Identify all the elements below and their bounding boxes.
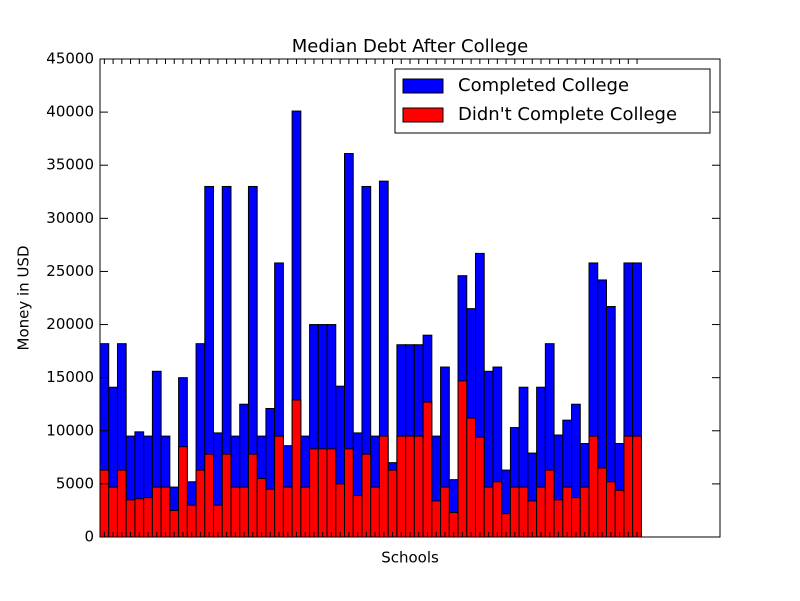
bar bbox=[387, 469, 398, 538]
bar bbox=[553, 499, 564, 538]
bar bbox=[378, 435, 389, 538]
bar bbox=[562, 486, 573, 538]
bar bbox=[483, 486, 494, 538]
bar bbox=[143, 497, 153, 538]
legend-label: Didn't Complete College bbox=[458, 104, 677, 125]
bar bbox=[518, 486, 529, 538]
bar bbox=[230, 486, 241, 538]
plot-frame bbox=[99, 58, 721, 538]
bar bbox=[405, 435, 415, 538]
bar bbox=[265, 488, 276, 538]
bar bbox=[344, 448, 354, 538]
bar bbox=[536, 486, 546, 538]
y-tick-label: 10000 bbox=[46, 421, 94, 439]
bar bbox=[413, 435, 424, 538]
bar bbox=[431, 500, 442, 538]
y-tick-label: 40000 bbox=[46, 103, 94, 121]
bar bbox=[326, 448, 337, 538]
bar bbox=[605, 481, 616, 538]
bar bbox=[239, 486, 249, 538]
bar bbox=[274, 435, 284, 538]
bar bbox=[195, 469, 206, 538]
bar bbox=[151, 486, 162, 538]
bar bbox=[221, 453, 232, 538]
bar bbox=[134, 498, 145, 538]
bar bbox=[256, 478, 267, 538]
bar bbox=[309, 448, 319, 538]
y-axis-label: Money in USD bbox=[15, 246, 33, 351]
y-tick-label: 0 bbox=[84, 528, 94, 546]
bar bbox=[422, 401, 433, 538]
bar bbox=[370, 486, 380, 538]
y-tick-label: 5000 bbox=[56, 474, 94, 492]
bar bbox=[116, 469, 127, 538]
bar bbox=[204, 453, 215, 538]
bar bbox=[440, 486, 450, 538]
bar bbox=[632, 435, 642, 538]
bar bbox=[99, 469, 110, 538]
y-tick-label: 20000 bbox=[46, 315, 94, 333]
bar bbox=[579, 486, 590, 538]
bar bbox=[178, 446, 188, 538]
bar bbox=[291, 399, 302, 538]
y-tick-label: 25000 bbox=[46, 262, 94, 280]
y-tick-label: 15000 bbox=[46, 368, 94, 386]
y-tick-label: 30000 bbox=[46, 209, 94, 227]
legend-label: Completed College bbox=[458, 75, 629, 96]
bar bbox=[282, 486, 293, 538]
bar bbox=[352, 495, 363, 538]
bar bbox=[300, 486, 311, 538]
legend-swatch bbox=[402, 78, 444, 94]
bar bbox=[614, 489, 625, 538]
chart-title: Median Debt After College bbox=[292, 36, 528, 57]
bar bbox=[474, 436, 485, 538]
bar bbox=[527, 500, 538, 538]
bar bbox=[335, 483, 346, 538]
legend-box bbox=[394, 68, 711, 134]
bar bbox=[108, 486, 118, 538]
bar bbox=[597, 467, 607, 538]
x-axis-label: Schools bbox=[381, 549, 439, 567]
y-tick-label: 45000 bbox=[46, 50, 94, 68]
bar bbox=[588, 435, 599, 538]
bar bbox=[125, 499, 136, 538]
y-tick-label: 35000 bbox=[46, 156, 94, 174]
bar bbox=[317, 448, 328, 538]
bar bbox=[492, 481, 503, 538]
bar bbox=[160, 486, 171, 538]
bar bbox=[361, 453, 372, 538]
bar bbox=[623, 435, 634, 538]
bar bbox=[509, 486, 520, 538]
bar bbox=[457, 380, 468, 538]
bar bbox=[396, 435, 407, 538]
bar bbox=[544, 469, 555, 538]
legend-swatch bbox=[402, 107, 444, 123]
bar bbox=[247, 453, 258, 538]
bar bbox=[571, 497, 581, 538]
bar bbox=[466, 417, 476, 538]
